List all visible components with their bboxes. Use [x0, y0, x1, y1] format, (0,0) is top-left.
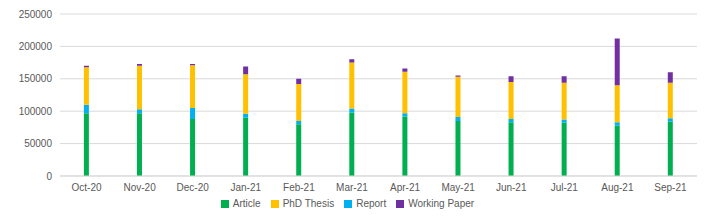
svg-text:0: 0	[46, 171, 52, 182]
svg-text:Nov-20: Nov-20	[124, 182, 157, 193]
svg-text:Jan-21: Jan-21	[231, 182, 262, 193]
html-text:Working Paper: Working Paper	[408, 198, 475, 209]
svg-text:Dec-20: Dec-20	[177, 182, 210, 193]
svg-text:May-21: May-21	[441, 182, 475, 193]
svg-text:Aug-21: Aug-21	[601, 182, 634, 193]
svg-text:Sep-21: Sep-21	[654, 182, 687, 193]
svg-text:Mar-21: Mar-21	[336, 182, 368, 193]
html-text:PhD Thesis: PhD Thesis	[282, 198, 335, 209]
svg-text:Jul-21: Jul-21	[551, 182, 579, 193]
html-text:Article: Article	[232, 198, 261, 209]
svg-text:Feb-21: Feb-21	[283, 182, 315, 193]
svg-text:250000: 250000	[19, 9, 53, 20]
html-text:Report: Report	[356, 198, 387, 209]
svg-text:150000: 150000	[19, 73, 53, 84]
svg-text:Jun-21: Jun-21	[496, 182, 527, 193]
svg-text:Oct-20: Oct-20	[72, 182, 102, 193]
svg-text:200000: 200000	[19, 41, 53, 52]
svg-text:50000: 50000	[24, 138, 52, 149]
svg-text:Apr-21: Apr-21	[390, 182, 420, 193]
svg-text:100000: 100000	[19, 106, 53, 117]
